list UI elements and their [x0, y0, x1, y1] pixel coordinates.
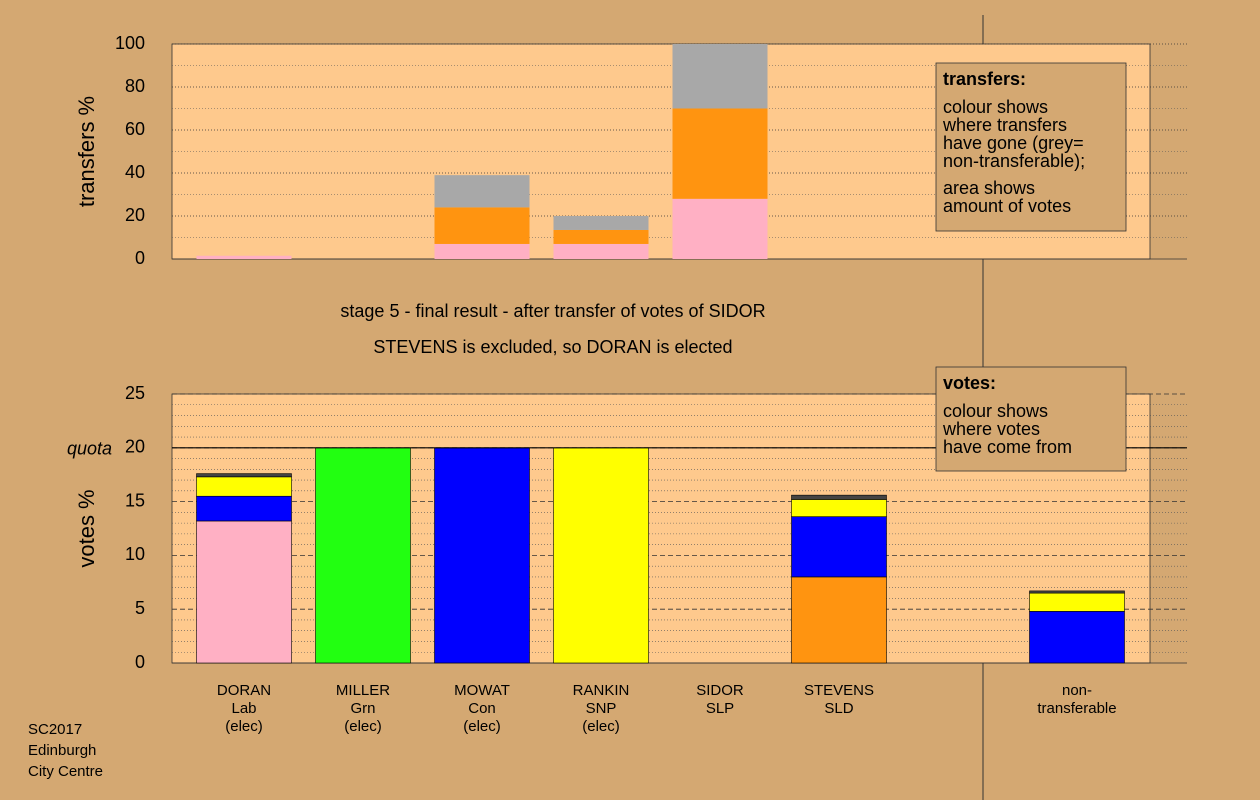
x-tick-label: non- [1062, 682, 1092, 699]
bar-segment [791, 494, 887, 500]
x-tick-label: SLD [824, 700, 853, 717]
bar-segment [315, 447, 411, 664]
note-line: non-transferable); [943, 151, 1085, 171]
note-line: colour shows [943, 97, 1048, 117]
result-title: STEVENS is excluded, so DORAN is elected [373, 337, 732, 357]
y-tick-label: 15 [125, 490, 145, 510]
bar-segment [434, 243, 530, 259]
note-title: transfers: [943, 69, 1026, 89]
note-line: where transfers [942, 115, 1067, 135]
bar-segment [434, 175, 530, 208]
bar-segment [553, 229, 649, 244]
bar-segment [553, 447, 649, 664]
footer-line: SC2017 [28, 721, 82, 738]
bar-segment [434, 447, 530, 664]
y-tick-label: 5 [135, 598, 145, 618]
note-line: area shows [943, 178, 1035, 198]
x-tick-label: MOWAT [454, 682, 510, 699]
note-line: amount of votes [943, 196, 1071, 216]
bar-segment [196, 476, 292, 497]
x-tick-label: Con [468, 700, 496, 717]
x-tick-label: (elec) [582, 718, 620, 735]
footer-line: City Centre [28, 763, 103, 780]
footer-line: Edinburgh [28, 742, 96, 759]
y-axis-label: votes % [74, 489, 99, 567]
x-tick-label: Grn [350, 700, 375, 717]
y-tick-label: 20 [125, 205, 145, 225]
x-tick-label: Lab [231, 700, 256, 717]
note-box [935, 62, 1127, 232]
x-tick-label: RANKIN [573, 682, 630, 699]
bar-segment [1029, 590, 1125, 594]
x-tick-label: STEVENS [804, 682, 874, 699]
y-tick-label: 25 [125, 383, 145, 403]
x-tick-label: (elec) [225, 718, 263, 735]
x-tick-label: (elec) [344, 718, 382, 735]
x-tick-label: DORAN [217, 682, 271, 699]
y-tick-label: 80 [125, 76, 145, 96]
bar-segment [196, 473, 292, 478]
bar-segment [672, 44, 768, 109]
x-tick-label: SNP [586, 700, 617, 717]
x-tick-label: SIDOR [696, 682, 744, 699]
bar-segment [196, 495, 292, 522]
y-tick-label: 0 [135, 652, 145, 672]
bar-segment [553, 216, 649, 230]
bar-segment [1029, 592, 1125, 612]
y-tick-label: 0 [135, 248, 145, 268]
x-tick-label: MILLER [336, 682, 390, 699]
y-tick-label: 40 [125, 162, 145, 182]
note-box [935, 366, 1127, 472]
bar-segment [434, 207, 530, 244]
bar-segment [791, 499, 887, 517]
bar-segment [1029, 611, 1125, 664]
x-tick-label: SLP [706, 700, 734, 717]
bar-segment [791, 576, 887, 664]
note-line: where votes [942, 419, 1040, 439]
y-tick-label: 10 [125, 544, 145, 564]
bar-segment [791, 516, 887, 578]
y-tick-label: 100 [115, 33, 145, 53]
x-tick-label: transferable [1037, 700, 1116, 717]
bar-segment [672, 108, 768, 199]
y-tick-label: 20 [125, 437, 145, 457]
bar-segment [672, 198, 768, 259]
quota-label: quota [67, 439, 112, 459]
note-title: votes: [943, 373, 996, 393]
x-tick-label: (elec) [463, 718, 501, 735]
bar-segment [196, 255, 292, 259]
y-tick-label: 60 [125, 119, 145, 139]
note-line: colour shows [943, 401, 1048, 421]
note-line: have come from [943, 437, 1072, 457]
stage-title: stage 5 - final result - after transfer … [340, 301, 765, 321]
note-line: have gone (grey= [943, 133, 1084, 153]
bar-segment [553, 243, 649, 259]
y-axis-label: transfers % [74, 96, 99, 207]
bar-segment [196, 520, 292, 664]
